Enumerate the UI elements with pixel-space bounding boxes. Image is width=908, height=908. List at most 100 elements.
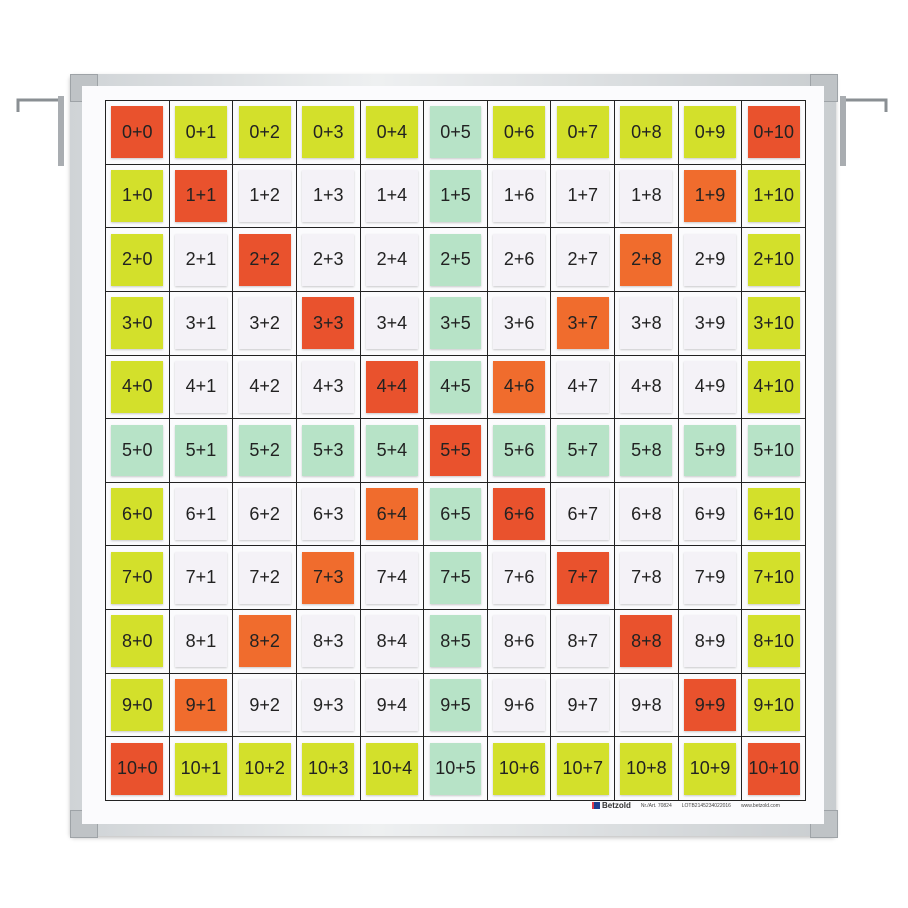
sum-card[interactable]: 6+9 xyxy=(684,488,737,541)
sum-card[interactable]: 9+9 xyxy=(684,679,737,732)
sum-card[interactable]: 4+4 xyxy=(365,360,418,413)
sum-card[interactable]: 5+7 xyxy=(556,424,609,477)
sum-card[interactable]: 10+9 xyxy=(684,742,737,795)
sum-card[interactable]: 9+1 xyxy=(174,679,227,732)
sum-card[interactable]: 9+8 xyxy=(620,679,673,732)
sum-card[interactable]: 10+3 xyxy=(302,742,355,795)
sum-card[interactable]: 2+4 xyxy=(365,233,418,286)
sum-card[interactable]: 2+9 xyxy=(684,233,737,286)
sum-card[interactable]: 10+10 xyxy=(747,742,800,795)
sum-card[interactable]: 7+0 xyxy=(111,551,164,604)
sum-card[interactable]: 4+3 xyxy=(302,360,355,413)
sum-card[interactable]: 9+3 xyxy=(302,679,355,732)
sum-card[interactable]: 9+0 xyxy=(111,679,164,732)
sum-card[interactable]: 4+8 xyxy=(620,360,673,413)
sum-card[interactable]: 10+5 xyxy=(429,742,482,795)
sum-card[interactable]: 7+8 xyxy=(620,551,673,604)
sum-card[interactable]: 8+3 xyxy=(302,615,355,668)
sum-card[interactable]: 5+9 xyxy=(684,424,737,477)
sum-card[interactable]: 6+1 xyxy=(174,488,227,541)
sum-card[interactable]: 1+3 xyxy=(302,169,355,222)
sum-card[interactable]: 4+9 xyxy=(684,360,737,413)
sum-card[interactable]: 3+8 xyxy=(620,297,673,350)
sum-card[interactable]: 0+2 xyxy=(238,106,291,159)
sum-card[interactable]: 5+5 xyxy=(429,424,482,477)
sum-card[interactable]: 5+1 xyxy=(174,424,227,477)
sum-card[interactable]: 0+3 xyxy=(302,106,355,159)
sum-card[interactable]: 2+6 xyxy=(493,233,546,286)
sum-card[interactable]: 2+0 xyxy=(111,233,164,286)
sum-card[interactable]: 4+0 xyxy=(111,360,164,413)
sum-card[interactable]: 1+6 xyxy=(493,169,546,222)
sum-card[interactable]: 6+3 xyxy=(302,488,355,541)
sum-card[interactable]: 8+7 xyxy=(556,615,609,668)
sum-card[interactable]: 0+1 xyxy=(174,106,227,159)
sum-card[interactable]: 1+7 xyxy=(556,169,609,222)
sum-card[interactable]: 1+4 xyxy=(365,169,418,222)
sum-card[interactable]: 7+4 xyxy=(365,551,418,604)
sum-card[interactable]: 5+10 xyxy=(747,424,800,477)
sum-card[interactable]: 10+1 xyxy=(174,742,227,795)
sum-card[interactable]: 1+1 xyxy=(174,169,227,222)
sum-card[interactable]: 4+5 xyxy=(429,360,482,413)
sum-card[interactable]: 10+6 xyxy=(493,742,546,795)
sum-card[interactable]: 0+10 xyxy=(747,106,800,159)
sum-card[interactable]: 2+10 xyxy=(747,233,800,286)
sum-card[interactable]: 6+8 xyxy=(620,488,673,541)
sum-card[interactable]: 3+6 xyxy=(493,297,546,350)
sum-card[interactable]: 7+2 xyxy=(238,551,291,604)
sum-card[interactable]: 7+3 xyxy=(302,551,355,604)
sum-card[interactable]: 2+5 xyxy=(429,233,482,286)
sum-card[interactable]: 1+5 xyxy=(429,169,482,222)
sum-card[interactable]: 8+8 xyxy=(620,615,673,668)
sum-card[interactable]: 5+4 xyxy=(365,424,418,477)
sum-card[interactable]: 0+5 xyxy=(429,106,482,159)
sum-card[interactable]: 4+6 xyxy=(493,360,546,413)
sum-card[interactable]: 9+4 xyxy=(365,679,418,732)
sum-card[interactable]: 10+2 xyxy=(238,742,291,795)
sum-card[interactable]: 0+4 xyxy=(365,106,418,159)
sum-card[interactable]: 7+5 xyxy=(429,551,482,604)
sum-card[interactable]: 1+2 xyxy=(238,169,291,222)
sum-card[interactable]: 1+0 xyxy=(111,169,164,222)
sum-card[interactable]: 6+6 xyxy=(493,488,546,541)
sum-card[interactable]: 2+8 xyxy=(620,233,673,286)
sum-card[interactable]: 10+0 xyxy=(111,742,164,795)
sum-card[interactable]: 2+3 xyxy=(302,233,355,286)
sum-card[interactable]: 2+2 xyxy=(238,233,291,286)
sum-card[interactable]: 3+9 xyxy=(684,297,737,350)
sum-card[interactable]: 0+8 xyxy=(620,106,673,159)
sum-card[interactable]: 8+4 xyxy=(365,615,418,668)
sum-card[interactable]: 5+0 xyxy=(111,424,164,477)
sum-card[interactable]: 6+2 xyxy=(238,488,291,541)
sum-card[interactable]: 5+2 xyxy=(238,424,291,477)
sum-card[interactable]: 10+4 xyxy=(365,742,418,795)
sum-card[interactable]: 8+5 xyxy=(429,615,482,668)
sum-card[interactable]: 8+9 xyxy=(684,615,737,668)
sum-card[interactable]: 4+7 xyxy=(556,360,609,413)
sum-card[interactable]: 8+10 xyxy=(747,615,800,668)
sum-card[interactable]: 2+1 xyxy=(174,233,227,286)
sum-card[interactable]: 6+0 xyxy=(111,488,164,541)
sum-card[interactable]: 9+7 xyxy=(556,679,609,732)
sum-card[interactable]: 3+3 xyxy=(302,297,355,350)
sum-card[interactable]: 7+1 xyxy=(174,551,227,604)
sum-card[interactable]: 4+2 xyxy=(238,360,291,413)
sum-card[interactable]: 1+8 xyxy=(620,169,673,222)
sum-card[interactable]: 7+6 xyxy=(493,551,546,604)
sum-card[interactable]: 3+7 xyxy=(556,297,609,350)
sum-card[interactable]: 9+2 xyxy=(238,679,291,732)
sum-card[interactable]: 8+6 xyxy=(493,615,546,668)
sum-card[interactable]: 9+10 xyxy=(747,679,800,732)
sum-card[interactable]: 0+7 xyxy=(556,106,609,159)
sum-card[interactable]: 7+10 xyxy=(747,551,800,604)
sum-card[interactable]: 5+3 xyxy=(302,424,355,477)
sum-card[interactable]: 4+1 xyxy=(174,360,227,413)
sum-card[interactable]: 10+7 xyxy=(556,742,609,795)
sum-card[interactable]: 3+0 xyxy=(111,297,164,350)
sum-card[interactable]: 0+0 xyxy=(111,106,164,159)
sum-card[interactable]: 3+4 xyxy=(365,297,418,350)
sum-card[interactable]: 5+6 xyxy=(493,424,546,477)
sum-card[interactable]: 6+10 xyxy=(747,488,800,541)
sum-card[interactable]: 5+8 xyxy=(620,424,673,477)
